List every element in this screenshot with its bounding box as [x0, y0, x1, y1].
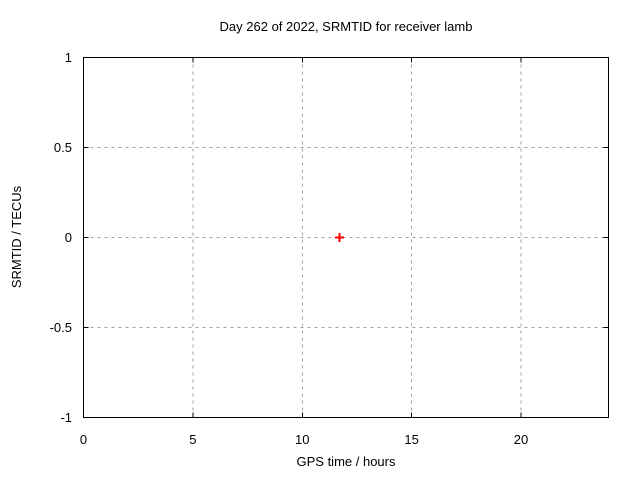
y-tick-label: 1 — [65, 50, 72, 65]
y-tick-label: 0 — [65, 230, 72, 245]
x-tick-label: 10 — [295, 432, 309, 447]
x-tick-label: 15 — [404, 432, 418, 447]
plot-geometry: 0 5 10 15 20 -1 -0.5 0 0.5 1 — [50, 50, 609, 447]
y-tick-label: -1 — [60, 410, 72, 425]
data-point-marker — [334, 233, 344, 242]
x-tick-label: 0 — [80, 432, 87, 447]
x-tick-label: 5 — [189, 432, 196, 447]
y-axis-label: SRMTID / TECUs — [9, 185, 24, 288]
x-axis-label: GPS time / hours — [297, 454, 396, 469]
chart-title: Day 262 of 2022, SRMTID for receiver lam… — [220, 19, 473, 34]
y-tick-label: -0.5 — [50, 320, 72, 335]
y-tick-label: 0.5 — [54, 140, 72, 155]
x-tick-label: 20 — [514, 432, 528, 447]
